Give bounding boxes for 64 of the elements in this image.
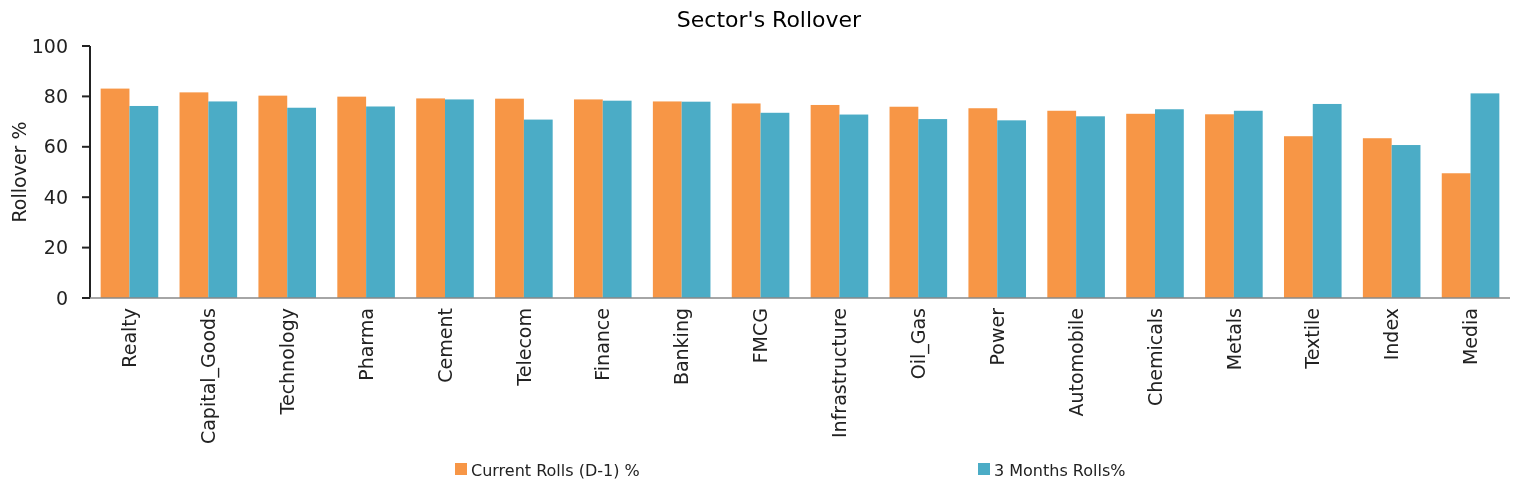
y-tick-label: 80 — [43, 85, 68, 108]
bar — [100, 88, 130, 298]
bar — [523, 119, 553, 298]
x-tick-label: Telecom — [512, 308, 535, 387]
bar — [681, 101, 711, 298]
x-tick-label: Cement — [433, 308, 456, 383]
bar — [602, 100, 632, 298]
y-axis-title: Rollover % — [8, 121, 30, 223]
bar — [366, 106, 395, 298]
bar — [1391, 145, 1421, 298]
bar — [1441, 173, 1471, 298]
bar — [731, 103, 761, 298]
bar — [810, 104, 840, 298]
x-tick-label: Media — [1459, 308, 1482, 366]
x-tick-label: Power — [985, 307, 1008, 366]
bar — [445, 99, 474, 298]
x-tick-label: Pharma — [354, 308, 377, 381]
bar — [495, 98, 524, 298]
bar — [1047, 110, 1077, 298]
bar — [287, 107, 317, 298]
y-tick-label: 0 — [55, 286, 68, 309]
x-tick-label: Metals — [1222, 308, 1245, 371]
bar — [1155, 109, 1184, 298]
bar — [1283, 136, 1313, 298]
x-tick-label: Textile — [1301, 308, 1324, 370]
bar — [416, 98, 445, 298]
bar — [652, 101, 682, 298]
bar — [337, 96, 367, 298]
y-tick-label: 20 — [43, 236, 68, 259]
bar — [1205, 114, 1234, 298]
bar — [208, 101, 238, 298]
bar — [129, 105, 159, 298]
x-tick-label: Chemicals — [1143, 308, 1166, 407]
y-tick-label: 40 — [43, 185, 68, 208]
bar — [839, 114, 869, 298]
x-tick-label: Oil_Gas — [906, 308, 930, 380]
bar — [573, 99, 603, 298]
bar — [1362, 138, 1392, 298]
bar — [760, 112, 790, 298]
x-tick-label: Realty — [118, 308, 141, 368]
bar — [918, 119, 948, 298]
bar — [1470, 93, 1500, 298]
bar — [1126, 113, 1155, 298]
x-tick-label: Index — [1380, 308, 1403, 361]
bar — [968, 108, 998, 298]
bar — [179, 92, 209, 298]
bar — [889, 106, 919, 298]
x-tick-label: Banking — [670, 308, 693, 386]
bar — [258, 95, 288, 298]
bar — [1076, 116, 1105, 298]
x-tick-label: Technology — [275, 308, 298, 416]
legend-label: Current Rolls (D-1) % — [471, 460, 640, 480]
y-tick-label: 60 — [43, 135, 68, 158]
bar — [997, 120, 1027, 298]
x-tick-label: Finance — [591, 308, 614, 381]
x-tick-label: Capital_Goods — [196, 308, 220, 445]
x-tick-label: Infrastructure — [828, 308, 851, 439]
bar — [1312, 103, 1342, 298]
x-tick-label: Automobile — [1064, 308, 1087, 417]
bar — [1233, 110, 1263, 298]
y-tick-label: 100 — [31, 34, 68, 57]
x-tick-label: FMCG — [749, 308, 772, 364]
legend-label: 3 Months Rolls% — [994, 460, 1126, 480]
chart-title: Sector's Rollover — [676, 7, 863, 32]
